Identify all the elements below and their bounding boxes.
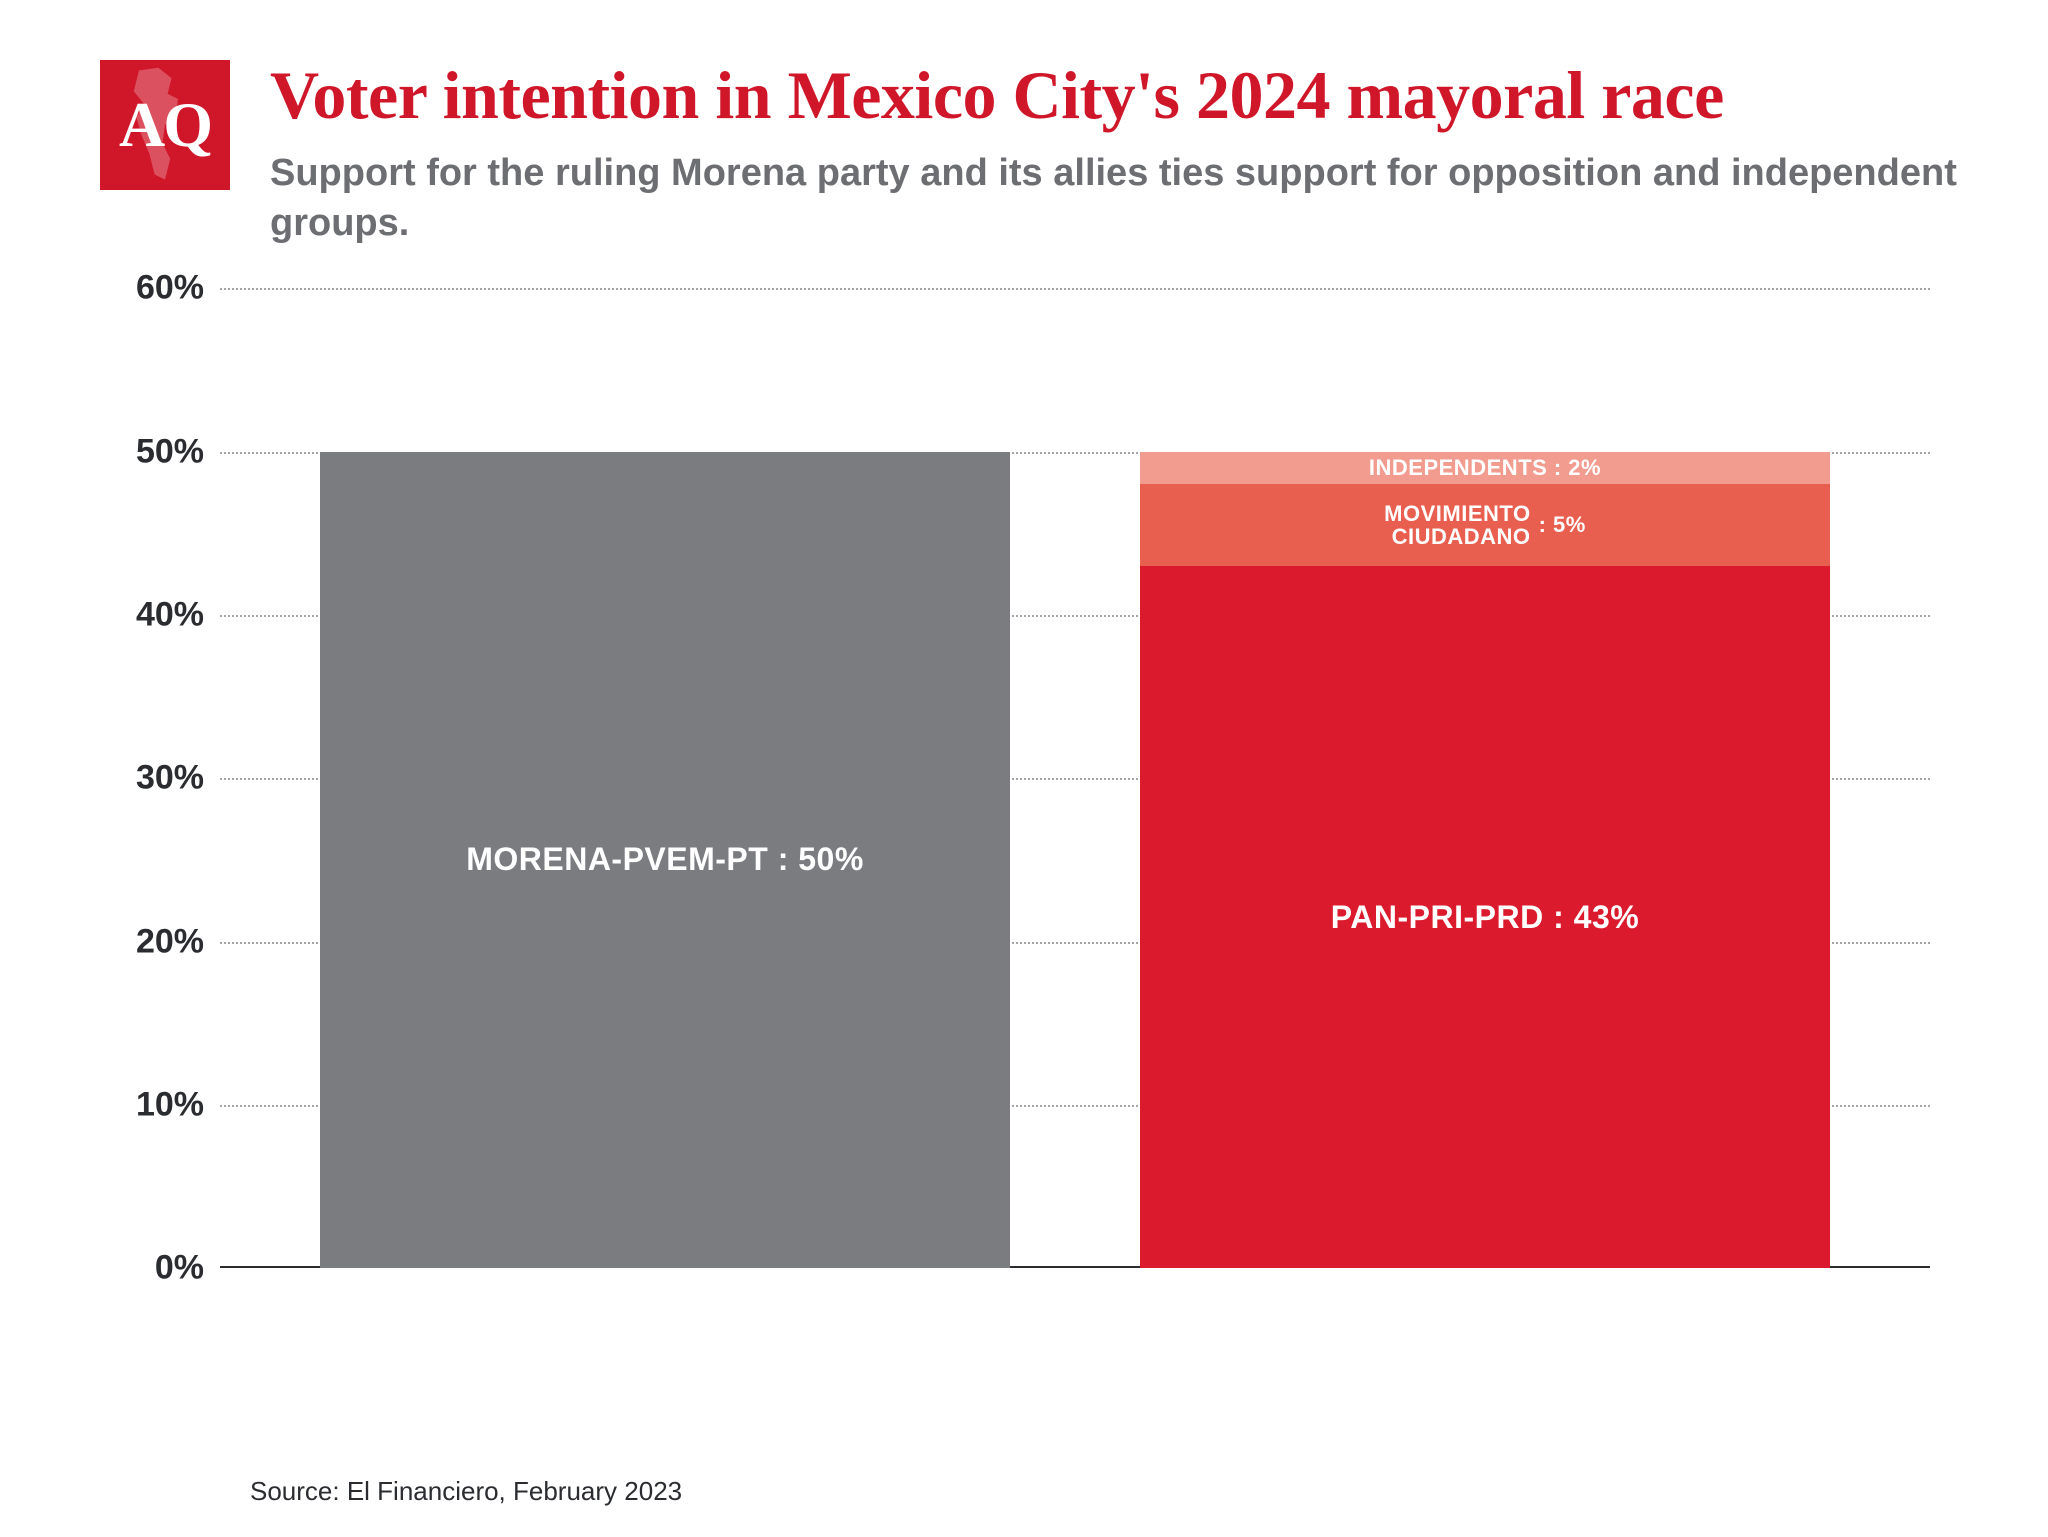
title-block: Voter intention in Mexico City's 2024 ma… [270,60,1958,248]
y-tick-label: 40% [100,595,204,634]
y-tick-label: 60% [100,269,204,308]
infographic-container: AQ Voter intention in Mexico City's 2024… [0,0,2048,1537]
chart-title: Voter intention in Mexico City's 2024 ma… [270,60,1958,131]
bar-segment: INDEPENDENTS : 2% [1140,452,1830,485]
gridline [220,288,1930,290]
plot-region: 0%10%20%30%40%50%60%MORENA-PVEM-PT : 50%… [220,288,1930,1268]
y-tick-label: 10% [100,1085,204,1124]
header: AQ Voter intention in Mexico City's 2024… [100,60,1958,248]
segment-label: MOVIMIENTO CIUDADANO: 5% [1384,502,1586,548]
bar-segment: PAN-PRI-PRD : 43% [1140,566,1830,1268]
bar-segment: MOVIMIENTO CIUDADANO: 5% [1140,484,1830,566]
y-tick-label: 30% [100,759,204,798]
aq-logo: AQ [100,60,230,190]
segment-label: MORENA-PVEM-PT : 50% [466,841,864,878]
logo-text: AQ [119,88,211,162]
chart-area: 0%10%20%30%40%50%60%MORENA-PVEM-PT : 50%… [100,288,1930,1308]
source-attribution: Source: El Financiero, February 2023 [250,1476,682,1507]
y-tick-label: 20% [100,922,204,961]
y-tick-label: 0% [100,1249,204,1288]
segment-label: INDEPENDENTS : 2% [1369,455,1601,481]
segment-label: PAN-PRI-PRD : 43% [1331,899,1639,936]
y-tick-label: 50% [100,432,204,471]
chart-subtitle: Support for the ruling Morena party and … [270,149,1958,248]
bar-segment: MORENA-PVEM-PT : 50% [320,452,1010,1269]
